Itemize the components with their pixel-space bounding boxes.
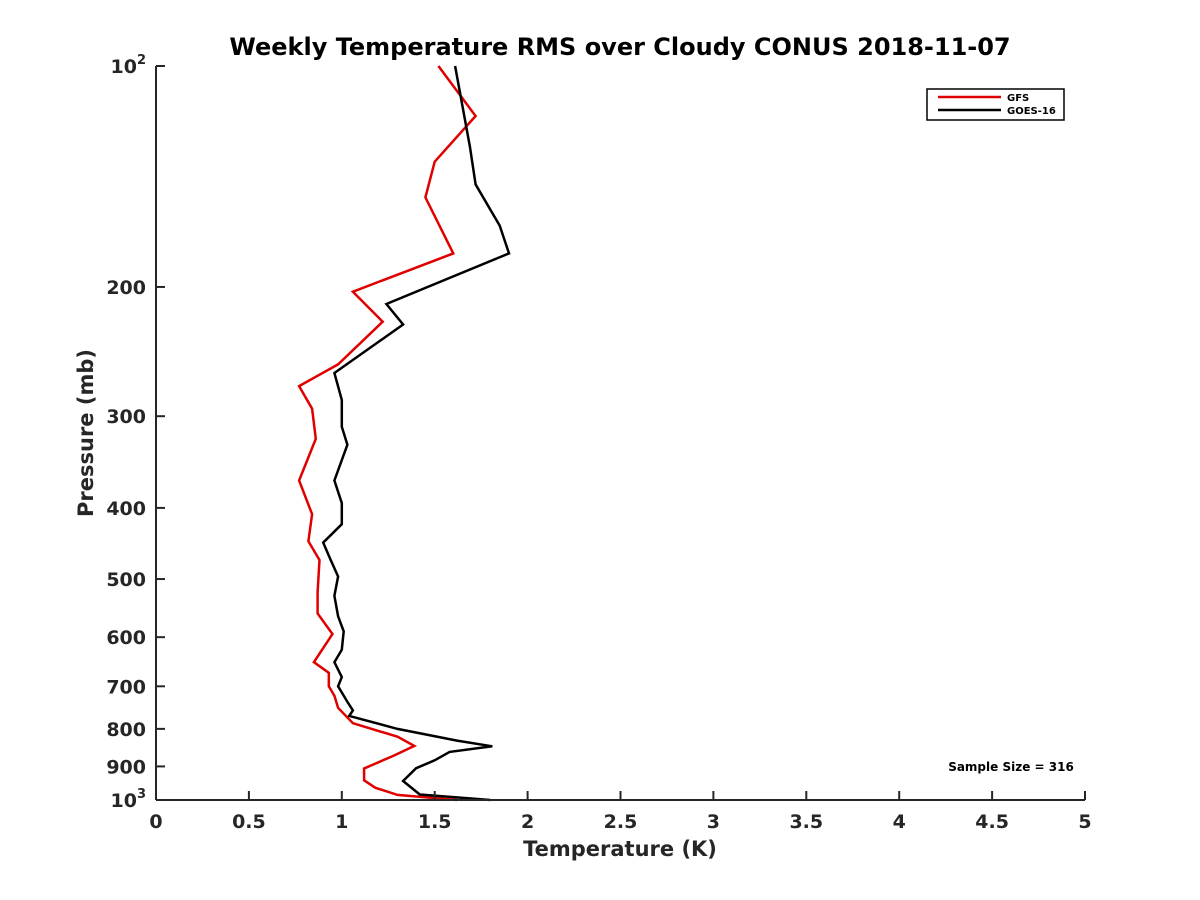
- x-tick-label: 4.5: [975, 811, 1009, 833]
- series-line-goes16: [321, 65, 511, 802]
- legend: GFS GOES-16: [926, 88, 1065, 121]
- x-tick-label: 5: [1078, 811, 1091, 833]
- legend-label-goes16: GOES-16: [1007, 106, 1056, 117]
- x-tick-label: 4: [893, 811, 906, 833]
- y-tick-label: 500: [106, 569, 146, 591]
- y-tick-label: 103: [111, 787, 147, 812]
- y-tick-label: 200: [106, 277, 146, 299]
- legend-box: [926, 88, 1065, 121]
- legend-label-gfs: GFS: [1007, 93, 1029, 104]
- x-tick-label: 2.5: [604, 811, 638, 833]
- y-tick-label: 400: [106, 498, 146, 520]
- x-tick-label: 0.5: [232, 811, 266, 833]
- y-tick-label: 900: [106, 756, 146, 778]
- y-tick-label: 700: [106, 676, 146, 698]
- y-tick-label: 300: [106, 406, 146, 428]
- x-axis-label: Temperature (K): [523, 837, 717, 861]
- plot-area: 0 0.5 1 1.5 2 2.5 3 3.5 4 4.5 5 102 200 300 400 500 600…: [106, 53, 1091, 833]
- y-tick-label: 102: [111, 53, 147, 78]
- sample-size-annotation: Sample Size = 316: [948, 760, 1074, 774]
- chart-title: Weekly Temperature RMS over Cloudy CONUS…: [229, 33, 1010, 61]
- x-tick-label: 2: [521, 811, 534, 833]
- y-axis-label: Pressure (mb): [74, 349, 98, 517]
- x-tick-label: 1.5: [418, 811, 452, 833]
- x-tick-label: 3.5: [789, 811, 823, 833]
- y-tick-label: 600: [106, 627, 146, 649]
- x-tick-label: 0: [149, 811, 162, 833]
- x-tick-label: 3: [707, 811, 720, 833]
- y-tick-label: 800: [106, 719, 146, 741]
- x-tick-label: 1: [335, 811, 348, 833]
- series-line-gfs: [297, 65, 478, 802]
